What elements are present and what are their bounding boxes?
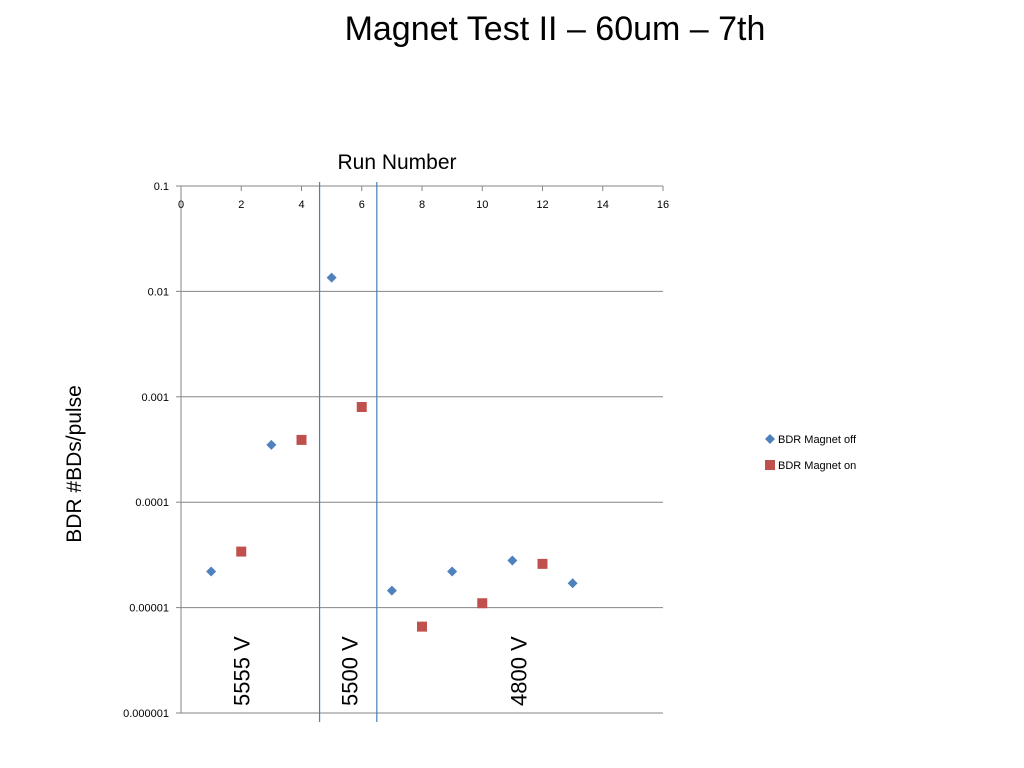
data-point-magnet-off — [326, 272, 337, 283]
x-tick-label: 8 — [419, 199, 425, 211]
data-point-magnet-off — [567, 578, 578, 589]
x-axis-ticks: 0 2 4 6 8 10 12 14 16 — [178, 186, 669, 211]
y-tick-label: 0.01 — [148, 286, 169, 298]
y-tick-label: 0.0001 — [135, 497, 169, 509]
x-tick-label: 0 — [178, 199, 184, 211]
data-point-magnet-on — [356, 402, 367, 413]
x-tick-label: 6 — [359, 199, 365, 211]
region-divider-lines — [318, 182, 378, 722]
data-point-magnet-on — [417, 621, 427, 632]
data-point-magnet-on — [296, 434, 307, 445]
data-points — [206, 272, 578, 632]
x-axis-title: Run Number — [337, 151, 456, 174]
y-axis-title: BDR #BDs/pulse — [63, 385, 86, 543]
grid-lines — [181, 290, 663, 714]
legend-marker — [765, 434, 775, 444]
data-point-magnet-off — [386, 585, 397, 596]
y-tick-label: 0.000001 — [123, 708, 169, 720]
data-point-magnet-off — [447, 566, 458, 577]
legend-label: BDR Magnet on — [778, 460, 856, 472]
x-tick-label: 10 — [476, 199, 488, 211]
slide-title: Magnet Test II – 60um – 7th — [344, 10, 766, 48]
x-tick-label: 4 — [298, 199, 304, 211]
legend-label: BDR Magnet off — [778, 434, 857, 446]
y-tick-label: 0.1 — [154, 181, 169, 193]
data-point-magnet-off — [206, 566, 217, 577]
y-tick-label: 0.001 — [141, 392, 169, 404]
data-point-magnet-on — [477, 598, 488, 609]
x-tick-label: 12 — [536, 199, 548, 211]
legend: BDR Magnet off BDR Magnet on — [765, 434, 857, 472]
x-tick-label: 16 — [657, 199, 669, 211]
y-tick-label: 0.00001 — [129, 603, 169, 615]
data-point-magnet-off — [266, 439, 277, 450]
voltage-label: 5555 V — [229, 636, 254, 706]
voltage-label: 4800 V — [506, 636, 531, 706]
voltage-label: 5500 V — [338, 636, 363, 706]
y-axis-ticks: 0.1 0.01 0.001 0.0001 0.00001 0.000001 — [123, 181, 181, 720]
voltage-annotations: 5555 V 5500 V 4800 V — [229, 636, 531, 706]
data-point-magnet-on — [537, 558, 548, 569]
x-tick-label: 14 — [597, 199, 609, 211]
x-tick-label: 2 — [238, 199, 244, 211]
data-point-magnet-off — [507, 555, 518, 566]
data-point-magnet-on — [236, 546, 247, 557]
legend-marker — [765, 460, 775, 470]
